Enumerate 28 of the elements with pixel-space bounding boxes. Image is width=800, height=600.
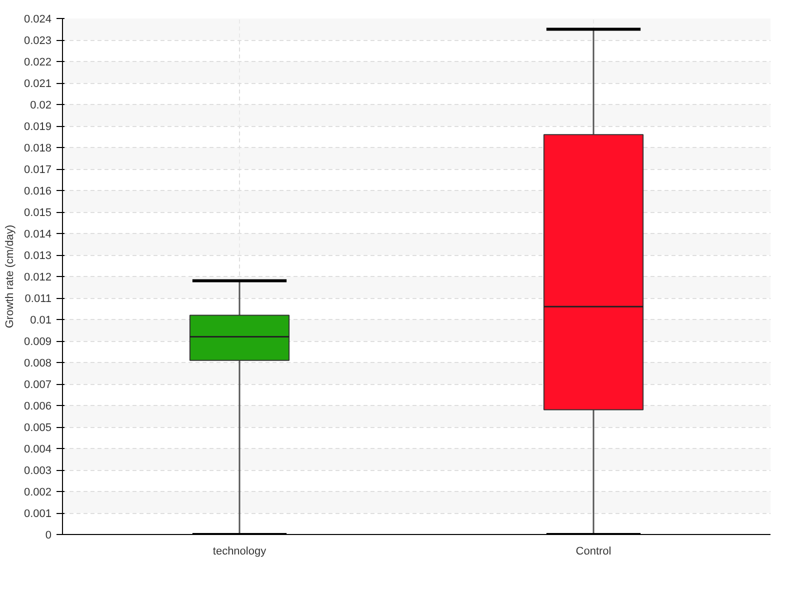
y-tick-label: 0.002 (24, 486, 52, 498)
y-tick-label: 0.001 (24, 508, 52, 520)
y-tick-label: 0.022 (24, 56, 52, 68)
y-tick-label: 0.008 (24, 358, 52, 370)
y-tick-label: 0.012 (24, 272, 52, 284)
y-tick-label: 0.015 (24, 207, 52, 219)
y-tick-label: 0.01 (30, 314, 52, 326)
y-tick-label: 0.003 (24, 465, 52, 477)
y-axis-title: Growth rate (cm/day) (4, 224, 16, 328)
x-tick-label: Control (576, 546, 612, 558)
y-tick-label: 0.006 (24, 400, 52, 412)
y-tick-label: 0.009 (24, 336, 52, 348)
y-tick-label: 0.019 (24, 121, 52, 133)
y-tick-label: 0.011 (24, 293, 52, 305)
y-tick-label: 0.021 (24, 78, 52, 90)
y-tick-label: 0.005 (24, 422, 52, 434)
y-tick-label: 0.023 (24, 35, 52, 47)
x-tick-label: technology (212, 546, 267, 558)
y-tick-label: 0 (45, 530, 52, 542)
y-tick-label: 0.024 (24, 14, 52, 26)
y-tick-label: 0.013 (24, 250, 52, 262)
y-tick-label: 0.014 (24, 228, 52, 240)
y-tick-label: 0.004 (24, 444, 52, 456)
y-tick-label: 0.007 (24, 379, 52, 391)
y-tick-label: 0.02 (30, 100, 52, 112)
y-tick-label: 0.017 (24, 164, 52, 176)
y-tick-label: 0.018 (24, 142, 52, 154)
y-tick-label: 0.016 (24, 186, 52, 198)
